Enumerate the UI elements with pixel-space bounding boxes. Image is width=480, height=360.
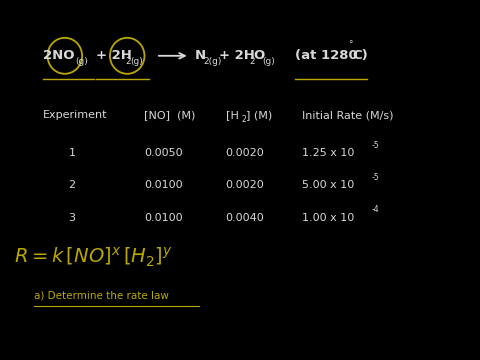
Text: (g): (g) (75, 57, 88, 66)
Text: -5: -5 (372, 173, 380, 182)
Text: N: N (194, 49, 205, 62)
Text: 1: 1 (69, 148, 75, 158)
Text: 0.0100: 0.0100 (144, 213, 182, 223)
Text: C): C) (352, 49, 368, 62)
Text: 1.25 x 10: 1.25 x 10 (302, 148, 355, 158)
Text: 0.0100: 0.0100 (144, 180, 182, 190)
Text: 2: 2 (69, 180, 75, 190)
Text: 1.00 x 10: 1.00 x 10 (302, 213, 355, 223)
Text: 0.0040: 0.0040 (226, 213, 264, 223)
Text: Experiment: Experiment (43, 110, 108, 120)
Text: 0.0020: 0.0020 (226, 180, 264, 190)
Text: 2: 2 (249, 57, 255, 66)
Text: -4: -4 (372, 205, 380, 214)
Text: (at 1280: (at 1280 (295, 49, 358, 62)
Text: 2(g): 2(g) (204, 57, 222, 66)
Text: 2NO: 2NO (43, 49, 75, 62)
Text: (g): (g) (262, 57, 275, 66)
Text: a) Determine the rate law: a) Determine the rate law (34, 290, 168, 300)
Text: [H: [H (226, 110, 239, 120)
Text: [NO]  (M): [NO] (M) (144, 110, 195, 120)
Text: 5.00 x 10: 5.00 x 10 (302, 180, 355, 190)
Text: + 2H: + 2H (219, 49, 255, 62)
Text: 2: 2 (241, 115, 246, 124)
Text: $R = k\,[NO]^x\,[H_2]^y$: $R = k\,[NO]^x\,[H_2]^y$ (14, 246, 173, 269)
Text: Initial Rate (M/s): Initial Rate (M/s) (302, 110, 394, 120)
Text: 3: 3 (69, 213, 75, 223)
Text: O: O (253, 49, 264, 62)
Text: (g): (g) (131, 57, 144, 66)
Text: 0.0050: 0.0050 (144, 148, 182, 158)
Text: -5: -5 (372, 140, 380, 150)
Text: °: ° (348, 40, 353, 49)
Text: 0.0020: 0.0020 (226, 148, 264, 158)
Text: ] (M): ] (M) (246, 110, 272, 120)
Text: + 2H: + 2H (96, 49, 132, 62)
Text: 2: 2 (126, 57, 132, 66)
